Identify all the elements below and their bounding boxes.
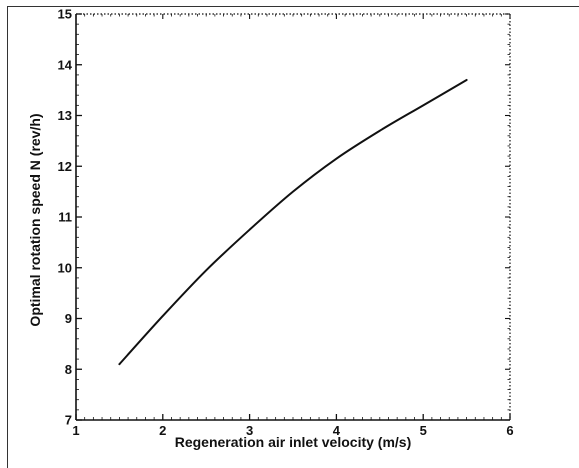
- x-tick-labels: 1 2 3 4 5 6: [72, 423, 513, 438]
- x-tick-label: 3: [246, 423, 253, 438]
- series-line: [118, 78, 468, 366]
- x-tick-label: 1: [72, 423, 79, 438]
- y-tick-label: 7: [65, 413, 72, 428]
- y-axis-label: Optimal rotation speed N (rev/h): [27, 113, 43, 326]
- y-tick-label: 10: [58, 260, 72, 275]
- x-tick-label: 2: [159, 423, 166, 438]
- x-tick-label: 4: [333, 423, 341, 438]
- series-group: [118, 78, 468, 366]
- y-tick-label: 14: [58, 57, 73, 72]
- y-tick-label: 9: [65, 311, 72, 326]
- y-tick-label: 11: [58, 210, 72, 225]
- y-tick-label: 13: [58, 108, 72, 123]
- y-tick-labels: 7 8 9 10 11 12 13 14 15: [58, 7, 73, 428]
- axis-ticks: [75, 13, 511, 421]
- x-tick-label: 6: [506, 423, 513, 438]
- y-tick-label: 12: [58, 159, 72, 174]
- x-tick-label: 5: [420, 423, 427, 438]
- y-tick-label: 15: [58, 7, 72, 22]
- y-tick-label: 8: [65, 362, 72, 377]
- plot-area: [75, 13, 511, 421]
- x-axis-label: Regeneration air inlet velocity (m/s): [175, 434, 412, 450]
